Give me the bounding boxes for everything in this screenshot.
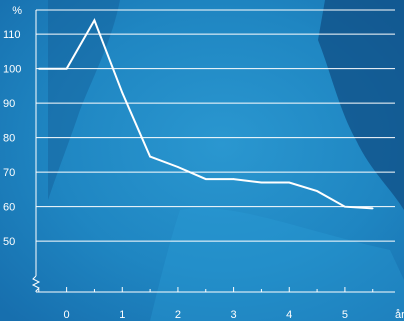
data-point <box>37 67 40 70</box>
data-point <box>93 19 96 22</box>
y-tick-label-50: 50 <box>3 236 15 248</box>
background-shape-left <box>48 0 120 200</box>
data-point <box>149 155 151 158</box>
x-tick-label-5: 5 <box>342 309 348 321</box>
series-layer <box>37 17 374 210</box>
data-point <box>177 166 179 168</box>
data-point <box>316 190 318 192</box>
data-point <box>344 205 346 208</box>
background-shape-right <box>318 0 404 210</box>
x-axis-unit-label: år <box>395 309 404 321</box>
data-point <box>288 181 291 184</box>
x-tick-label-4: 4 <box>286 309 292 321</box>
tick-labels: 50 60 70 80 90 100 110% 0 1 2 3 4 5 år <box>3 5 404 321</box>
y-tick-label-100: 100 <box>3 64 21 76</box>
y-axis-unit-label: % <box>12 5 22 17</box>
data-point <box>371 207 374 210</box>
data-point <box>260 181 263 184</box>
x-tick-label-3: 3 <box>231 309 237 321</box>
data-point <box>121 92 124 94</box>
background-shape-bottom <box>150 208 404 321</box>
grid-lines <box>36 9 395 242</box>
data-point <box>65 67 68 70</box>
y-tick-label-70: 70 <box>3 167 15 179</box>
data-point <box>232 178 235 180</box>
data-point <box>204 178 207 180</box>
y-tick-label-110: 110 <box>3 29 21 41</box>
x-tick-label-2: 2 <box>175 309 181 321</box>
y-tick-label-60: 60 <box>3 202 15 214</box>
y-tick-label-90: 90 <box>3 98 15 110</box>
x-tick-label-1: 1 <box>119 309 125 321</box>
y-axis-break-marker <box>31 275 41 292</box>
x-tick-label-0: 0 <box>64 309 70 321</box>
axes <box>31 10 395 293</box>
y-tick-label-80: 80 <box>3 133 15 145</box>
